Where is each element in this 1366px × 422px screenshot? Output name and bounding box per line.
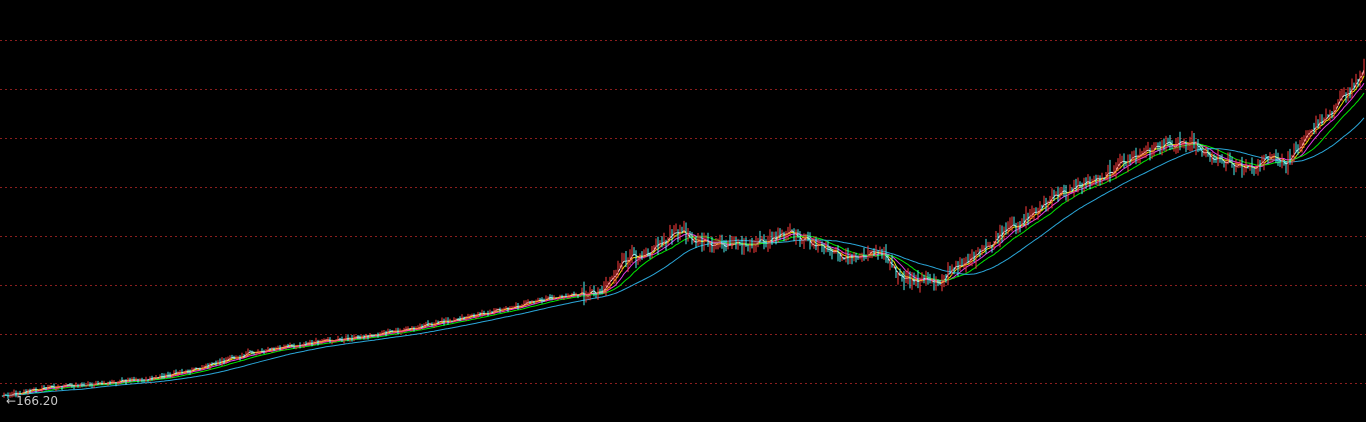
min-price-label: 166.20 <box>16 394 59 408</box>
ma-line-fast <box>1 69 1365 397</box>
ma-line-long <box>1 117 1365 397</box>
ma-line-slower <box>1 92 1365 397</box>
min-price-marker: ←166.20 <box>6 394 58 408</box>
candles <box>3 58 1365 399</box>
grid-lines <box>0 40 1366 384</box>
ma-line-slow <box>1 82 1365 397</box>
left-arrow-icon: ← <box>6 394 17 408</box>
ma-line-mid <box>1 75 1365 397</box>
moving-average-lines <box>1 69 1365 397</box>
